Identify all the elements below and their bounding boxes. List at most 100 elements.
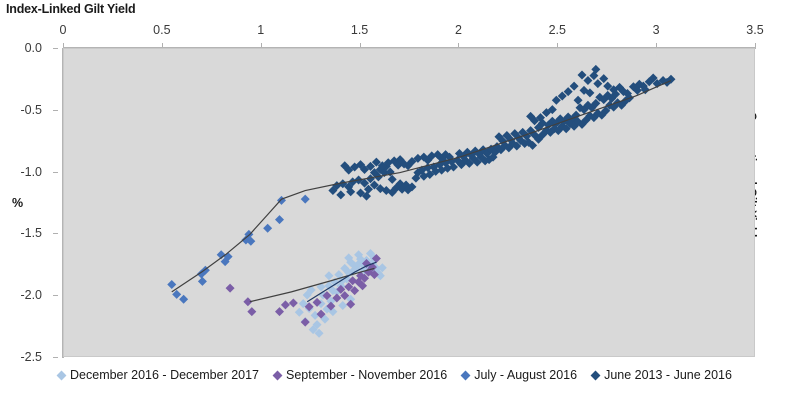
left-axis-unit-label: % [12, 196, 24, 210]
data-point [172, 289, 182, 299]
data-point [599, 95, 609, 105]
y-tick-mark [53, 357, 58, 358]
x-tick-label: 1.5 [350, 23, 369, 37]
legend-label: June 2013 - June 2016 [604, 368, 732, 382]
data-point [441, 150, 451, 160]
x-axis: 0 0.5 1 1.5 2 2.5 3 3.5 [60, 23, 764, 49]
data-point [356, 160, 366, 170]
data-point [350, 286, 360, 296]
data-point [377, 161, 387, 171]
legend-label: September - November 2016 [286, 368, 448, 382]
data-point [448, 162, 458, 172]
x-tick-mark [458, 43, 460, 48]
x-tick-label: 3 [652, 23, 660, 37]
x-tick-mark [557, 43, 559, 48]
data-point [350, 162, 360, 172]
x-tick-label: 1 [257, 23, 265, 37]
data-point [466, 150, 476, 160]
data-point [371, 157, 381, 167]
data-point [243, 297, 253, 307]
data-point [316, 309, 326, 319]
y-tick-label: 0.0 [24, 41, 42, 55]
x-tick-mark [656, 43, 658, 48]
data-point [425, 169, 435, 179]
legend-item-1[interactable]: September - November 2016 [272, 368, 448, 382]
data-point [504, 143, 514, 153]
y-tick-mark [53, 171, 58, 173]
data-point [354, 250, 364, 260]
lower-trendline-purple [249, 267, 375, 303]
data-point [247, 307, 257, 317]
data-point [365, 161, 375, 171]
data-point [338, 300, 348, 310]
data-point [423, 155, 433, 165]
x-tick-label: 2 [454, 23, 462, 37]
data-point [348, 276, 358, 286]
data-point [585, 88, 595, 98]
data-point [599, 74, 609, 84]
data-point [427, 151, 437, 161]
data-point [344, 282, 354, 292]
legend-item-0[interactable]: December 2016 - December 2017 [56, 368, 259, 382]
data-point [346, 294, 356, 304]
data-point [360, 178, 370, 188]
data-point [563, 87, 573, 97]
data-point [593, 79, 603, 89]
data-point [332, 293, 342, 303]
data-point [526, 111, 536, 121]
scatter-series-1 [225, 254, 381, 327]
data-point [569, 81, 579, 91]
data-point [225, 283, 235, 293]
data-point [375, 184, 385, 194]
data-point [573, 95, 583, 105]
legend-item-2[interactable]: July - August 2016 [460, 368, 577, 382]
data-point [551, 95, 561, 105]
data-point [336, 190, 346, 200]
data-point [557, 91, 567, 101]
data-point [179, 294, 189, 304]
data-point [300, 317, 310, 327]
y-tick-label: -0.5 [20, 102, 42, 117]
data-point [640, 85, 650, 95]
data-point [340, 291, 350, 301]
data-point [220, 257, 230, 267]
x-tick-mark [63, 43, 64, 48]
data-point [336, 284, 346, 294]
data-point [346, 187, 356, 197]
data-point [326, 301, 336, 311]
data-point [603, 81, 613, 91]
data-point [263, 223, 273, 233]
data-point [302, 290, 312, 300]
data-point [298, 299, 308, 309]
data-point [328, 186, 338, 196]
data-point [308, 325, 318, 335]
upper-trendline [171, 79, 672, 293]
data-point [407, 182, 417, 192]
data-point [609, 85, 619, 95]
data-point [443, 163, 453, 173]
plot-area [63, 48, 755, 357]
data-point [294, 307, 304, 317]
y-tick-mark [53, 233, 58, 235]
y-tick-label: -2.0 [20, 288, 42, 303]
data-point [326, 296, 336, 306]
data-point [591, 98, 601, 108]
legend-item-3[interactable]: June 2013 - June 2016 [590, 368, 732, 382]
data-point [433, 150, 443, 160]
data-point [340, 263, 350, 273]
data-point [338, 179, 348, 189]
x-tick-mark [161, 43, 163, 48]
data-point [462, 147, 472, 157]
data-point [644, 77, 654, 87]
data-point [167, 279, 177, 289]
data-point [541, 108, 551, 118]
x-tick-label: 2.5 [548, 23, 566, 37]
data-point [324, 271, 334, 281]
scatter-series-3 [328, 64, 676, 201]
data-point [535, 113, 545, 123]
data-point [413, 153, 423, 163]
data-point [375, 271, 385, 281]
y-tick-label: -1.5 [20, 226, 42, 241]
data-point [365, 174, 375, 184]
